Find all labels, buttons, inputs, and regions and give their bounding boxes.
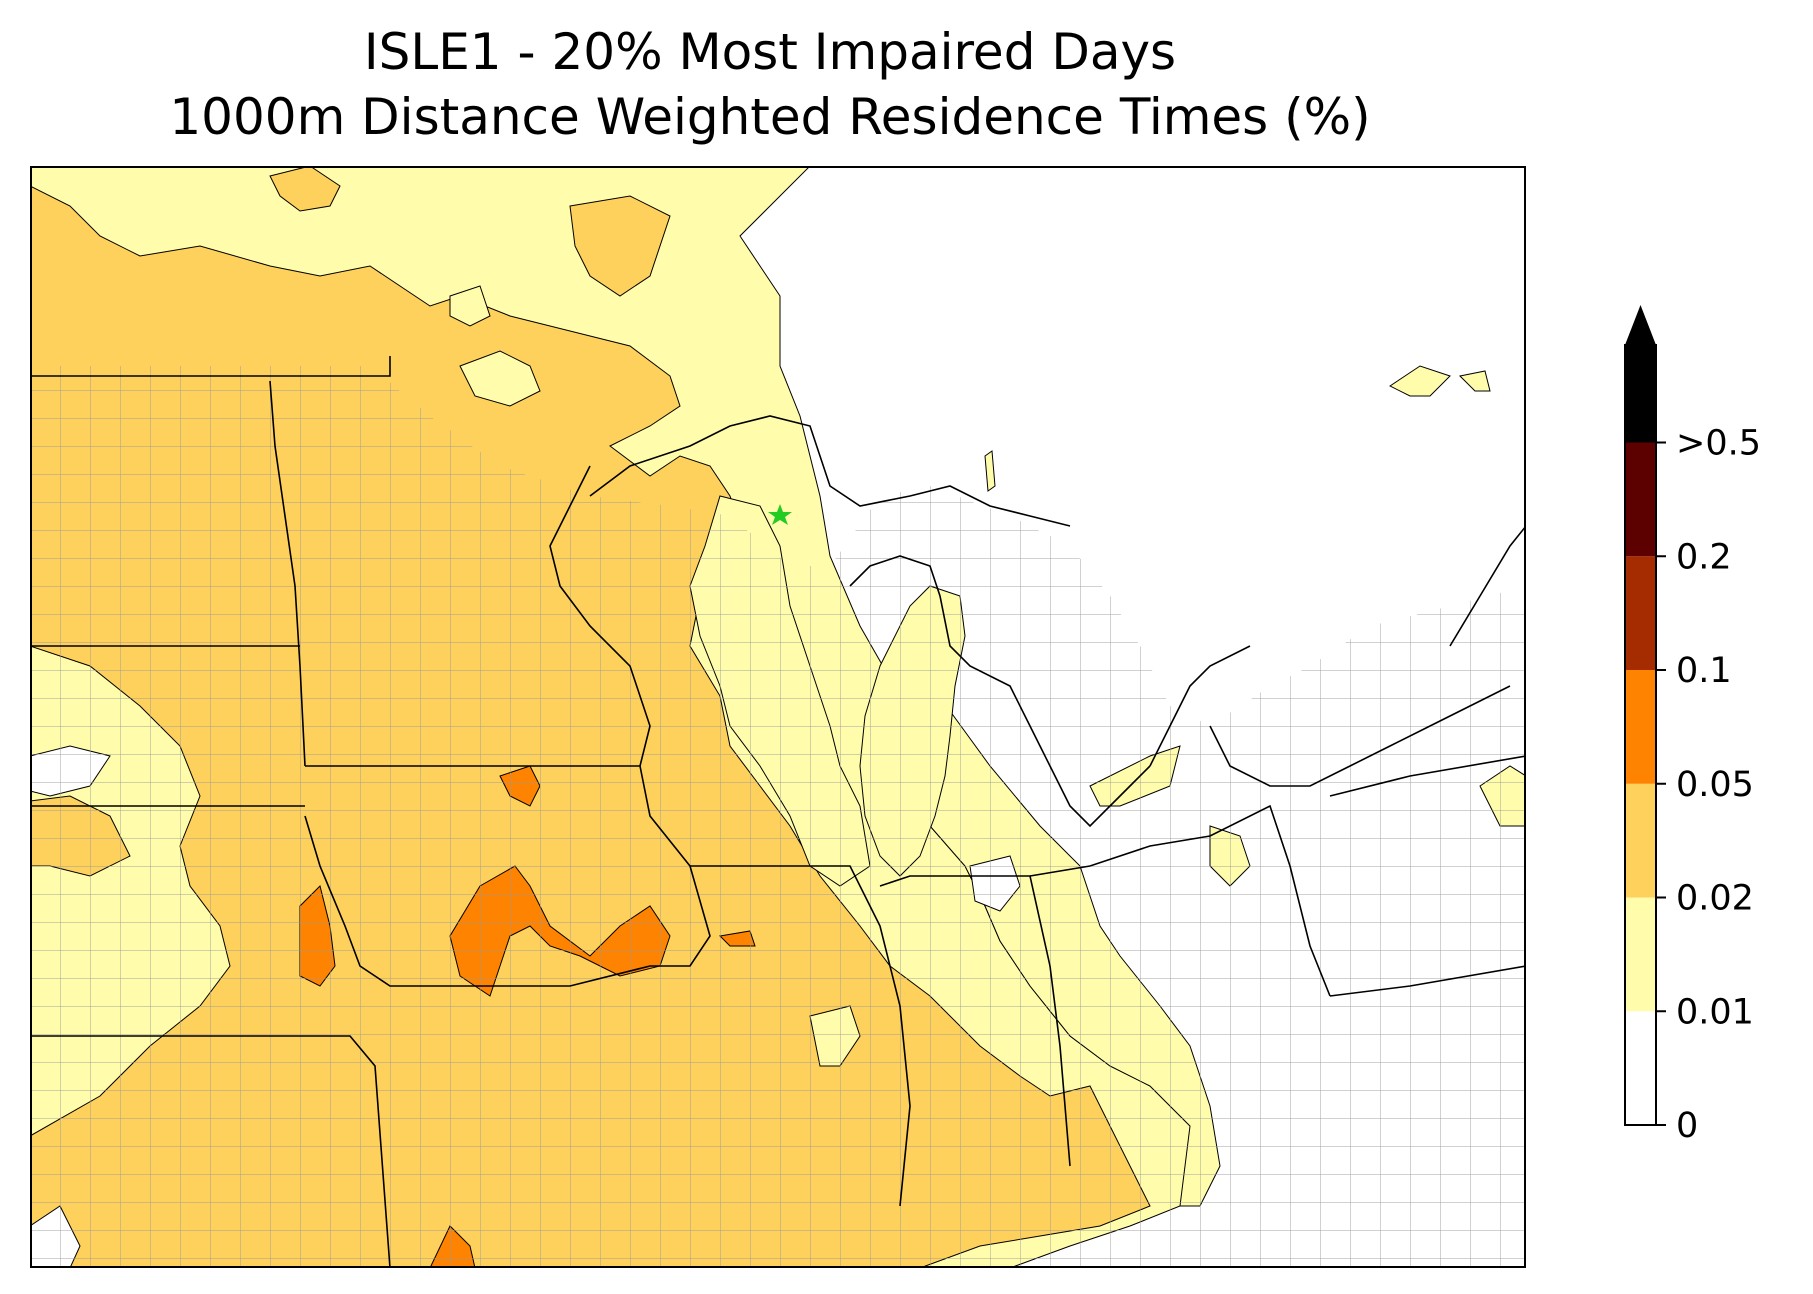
map-title-line-1: ISLE1 - 20% Most Impaired Days [363,23,1177,81]
colorbar-tick-label: 0.05 [1676,765,1754,805]
colorbar-box [1625,1011,1656,1125]
contour-0.01-pocket-nw [30,166,290,196]
great-lakes-outline [589,415,1526,828]
colorbar-overflow-arrow [1625,305,1656,345]
colorbar: 0 0.01 0.02 0.05 0.1 0.2 >0.5 [1600,300,1813,1146]
county-grid [30,366,1526,1268]
colorbar-box [1625,783,1656,898]
contour-0.02-blob-north [569,195,671,297]
map-title-line-2: 1000m Distance Weighted Residence Times … [169,88,1371,146]
colorbar-box [1625,442,1656,557]
contour-0.01-island-3 [984,450,996,492]
colorbar-box [1625,670,1656,784]
colorbar-ticks: 0 0.01 0.02 0.05 0.1 0.2 >0.5 [1656,424,1761,1146]
colorbar-tick-label: 0.01 [1676,992,1754,1032]
contour-0.01-pocket-north [459,350,541,407]
contour-0.01-island-2 [1458,370,1491,392]
state-borders [30,356,1526,1268]
contour-0.02-blob-nw [269,166,341,212]
colorbar-tick-label: 0.02 [1676,879,1754,919]
contour-0.01-pocket-lake [449,285,491,327]
colorbar-boxes [1625,345,1656,1125]
colorbar-tick-label: 0.2 [1676,537,1732,577]
map-frame [30,166,1526,1268]
colorbar-box [1625,345,1656,443]
colorbar-tick-label: >0.5 [1676,424,1761,464]
colorbar-tick-label: 0 [1676,1106,1698,1140]
receptor-star-icon [768,504,792,525]
contour-0.01-island-1 [1389,365,1451,397]
residence-time-map [30,166,1526,1268]
colorbar-box [1625,556,1656,670]
colorbar-box [1625,897,1656,1012]
colorbar-frame [1624,344,1657,1126]
colorbar-tick-label: 0.1 [1676,651,1732,691]
